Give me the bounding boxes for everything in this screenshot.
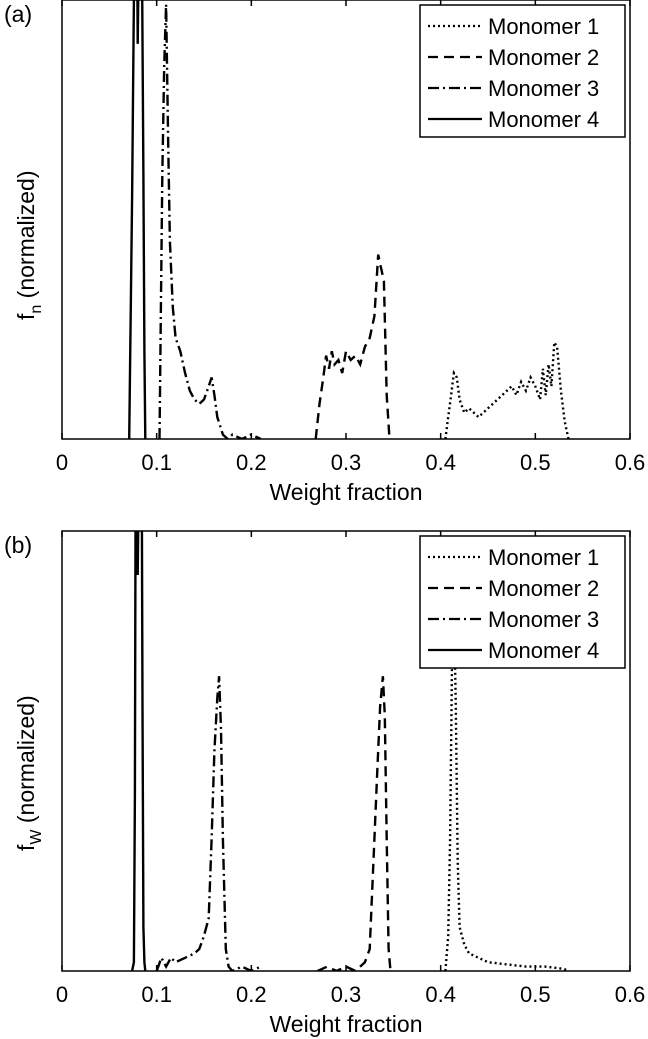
x-axis-label: Weight fraction — [270, 1011, 423, 1037]
series-group — [128, 0, 570, 439]
y-axis-label-tail: (normalized) — [13, 170, 39, 304]
x-tick-label: 0.4 — [425, 450, 456, 475]
legend-entry-2: Monomer 2 — [488, 45, 599, 70]
y-axis-label-main: f — [13, 313, 39, 320]
series-line-4 — [128, 0, 147, 439]
series-line-2 — [317, 676, 392, 971]
series-line-4 — [130, 531, 147, 971]
panel-a: 0 0.1 0.2 0.3 0.4 0.5 0.6 Weight fraction (a) fn … — [4, 0, 645, 505]
y-axis-label-main: f — [13, 844, 39, 851]
y-axis-label-tail: (normalized) — [13, 695, 39, 829]
legend-entry-2: Monomer 2 — [488, 576, 599, 601]
panel-b: 0 0.1 0.2 0.3 0.4 0.5 0.6 Weight fraction (b) fW … — [4, 530, 646, 1037]
panel-label: (b) — [4, 532, 32, 558]
legend: Monomer 1 Monomer 2 Monomer 3 Monomer 4 — [419, 535, 626, 669]
series-line-1 — [444, 338, 570, 439]
x-tick-label: 0.4 — [425, 982, 456, 1007]
legend-entry-3: Monomer 3 — [488, 607, 599, 632]
panel-label: (a) — [4, 1, 32, 27]
legend-entry-1: Monomer 1 — [488, 545, 599, 570]
series-group — [130, 531, 569, 971]
series-line-3 — [158, 4, 262, 439]
x-tick-label: 0.5 — [520, 982, 551, 1007]
x-tick-label: 0 — [56, 982, 68, 1007]
y-axis-label: fn (normalized) — [13, 170, 45, 320]
legend: Monomer 1 Monomer 2 Monomer 3 Monomer 4 — [419, 4, 626, 138]
series-line-2 — [314, 254, 391, 439]
x-tick-label: 0.2 — [236, 982, 267, 1007]
x-tick-label: 0.5 — [520, 450, 551, 475]
x-tick-label: 0.2 — [236, 450, 267, 475]
legend-entry-4: Monomer 4 — [488, 107, 599, 132]
series-line-3 — [155, 676, 262, 971]
y-axis-label: fW (normalized) — [13, 695, 45, 851]
x-tick-label: 0.6 — [615, 982, 646, 1007]
x-tick-label: 0.6 — [615, 450, 646, 475]
legend-entry-1: Monomer 1 — [488, 14, 599, 39]
x-tick-label: 0 — [56, 450, 68, 475]
x-tick-label: 0.3 — [331, 450, 362, 475]
x-tick-label: 0.3 — [331, 982, 362, 1007]
x-tick-label: 0.1 — [141, 450, 172, 475]
x-tick-label: 0.1 — [141, 982, 172, 1007]
x-axis-label: Weight fraction — [270, 479, 423, 505]
y-axis-label-subscript: W — [28, 829, 45, 845]
legend-entry-3: Monomer 3 — [488, 76, 599, 101]
legend-entry-4: Monomer 4 — [488, 638, 599, 663]
y-axis-label-subscript: n — [28, 305, 45, 314]
